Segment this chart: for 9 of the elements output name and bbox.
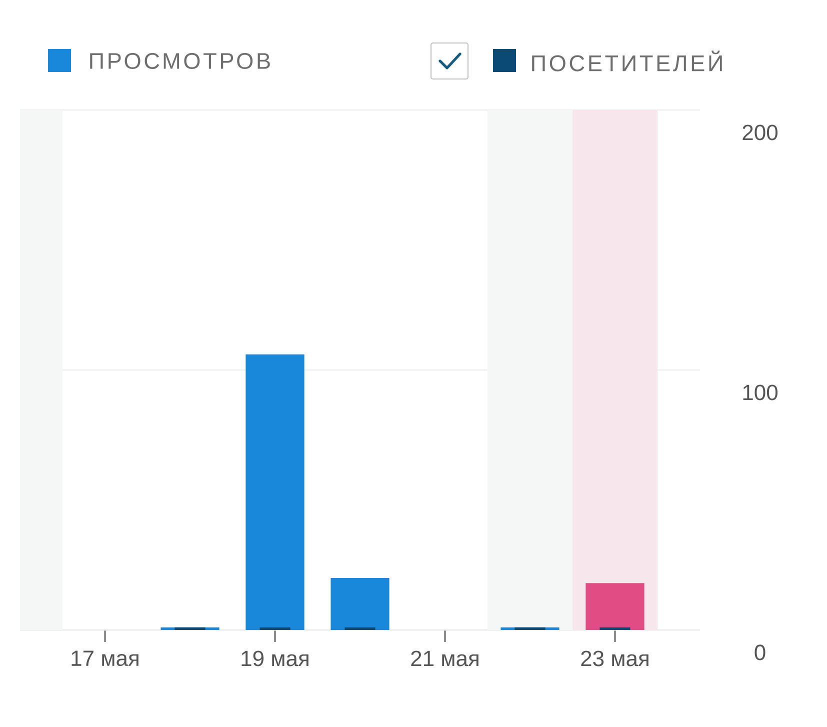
y-tick-label: 100 bbox=[743, 384, 778, 400]
y-tick-label: 0 bbox=[754, 644, 766, 660]
x-tick-label: 23 мая bbox=[581, 650, 648, 666]
x-tick-label: 21 мая bbox=[411, 650, 478, 666]
y-tick-label: 200 bbox=[742, 124, 778, 140]
legend-label: ПРОСМОТРОВ bbox=[90, 52, 270, 70]
legend-label: ПОСЕТИТЕЛЕЙ bbox=[532, 50, 722, 72]
x-tick-label: 17 мая bbox=[72, 650, 138, 666]
x-tick-label: 19 мая bbox=[242, 650, 308, 666]
